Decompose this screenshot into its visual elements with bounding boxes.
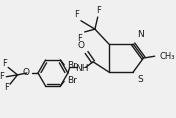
Text: CH₃: CH₃ — [159, 52, 175, 61]
Text: F: F — [0, 72, 4, 81]
Text: S: S — [138, 75, 144, 84]
Text: Br: Br — [67, 61, 77, 70]
Text: Br: Br — [67, 76, 77, 85]
Text: N: N — [137, 30, 144, 39]
Text: O: O — [78, 41, 85, 50]
Text: F: F — [4, 83, 9, 92]
Text: F: F — [2, 59, 7, 68]
Text: O: O — [23, 68, 30, 78]
Text: F: F — [74, 10, 79, 19]
Text: NH: NH — [75, 64, 89, 73]
Text: F: F — [77, 34, 82, 43]
Text: F: F — [96, 6, 101, 15]
